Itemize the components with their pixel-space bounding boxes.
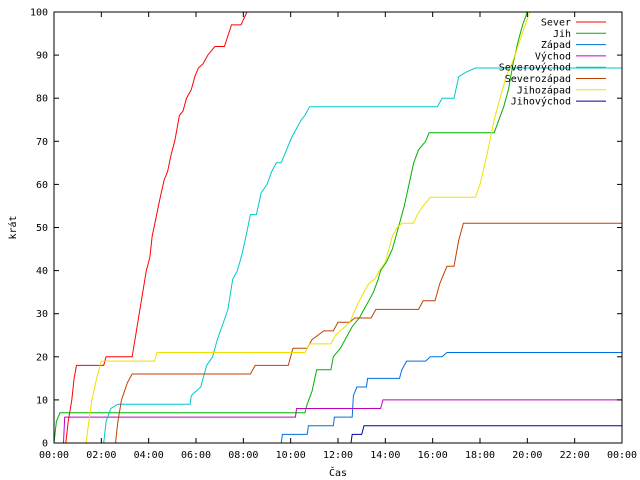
x-tick-label: 14:00 (370, 450, 400, 461)
series-line-5 (103, 67, 622, 443)
x-tick-label: 00:00 (39, 450, 69, 461)
x-tick-label: 02:00 (86, 450, 116, 461)
series-line-6 (115, 222, 622, 443)
legend-label: Západ (541, 39, 571, 51)
series-line-3 (280, 352, 622, 443)
x-tick-label: 12:00 (323, 450, 353, 461)
y-tick-label: 70 (36, 137, 48, 148)
x-tick-label: 16:00 (418, 450, 448, 461)
y-tick-label: 20 (36, 352, 48, 363)
y-tick-label: 10 (36, 395, 48, 406)
y-tick-label: 0 (42, 439, 48, 450)
y-tick-label: 100 (30, 8, 48, 19)
series-line-2 (54, 12, 528, 443)
plot-area (54, 12, 622, 443)
y-tick-label: 80 (36, 94, 48, 105)
legend-label: Jihozápad (517, 84, 571, 96)
series-line-4 (63, 399, 622, 443)
x-tick-label: 20:00 (512, 450, 542, 461)
axes: 0 10 20 30 40 50 60 70 80 90 100 00:00 02:00 04:00 06:… (30, 8, 637, 462)
x-tick-label: 22:00 (560, 450, 590, 461)
y-tick-label: 50 (36, 223, 48, 234)
y-tick-label: 40 (36, 266, 48, 277)
legend-label: Sever (541, 18, 571, 29)
y-tick-label: 90 (36, 51, 48, 62)
legend-label: Jihovýchod (511, 96, 571, 108)
x-tick-label: 08:00 (228, 450, 258, 461)
x-axis-title: Čas (329, 466, 347, 479)
series-line-8 (350, 425, 622, 443)
y-axis-title: krát (7, 215, 19, 239)
y-tick-label: 60 (36, 180, 48, 191)
x-tick-label: 06:00 (181, 450, 211, 461)
x-tick-label: 10:00 (276, 450, 306, 461)
legend: SeverJihZápadVýchodSeverovýchodSeverozáp… (499, 18, 606, 108)
x-tick-label: 00:00 (607, 450, 637, 461)
legend-label: Jih (553, 29, 571, 40)
legend-label: Severozápad (505, 73, 571, 85)
legend-label: Severovýchod (499, 62, 571, 74)
y-tick-label: 30 (36, 309, 48, 320)
legend-label: Východ (535, 50, 571, 62)
x-tick-label: 04:00 (134, 450, 164, 461)
series-line-7 (85, 12, 531, 443)
x-tick-label: 18:00 (465, 450, 495, 461)
